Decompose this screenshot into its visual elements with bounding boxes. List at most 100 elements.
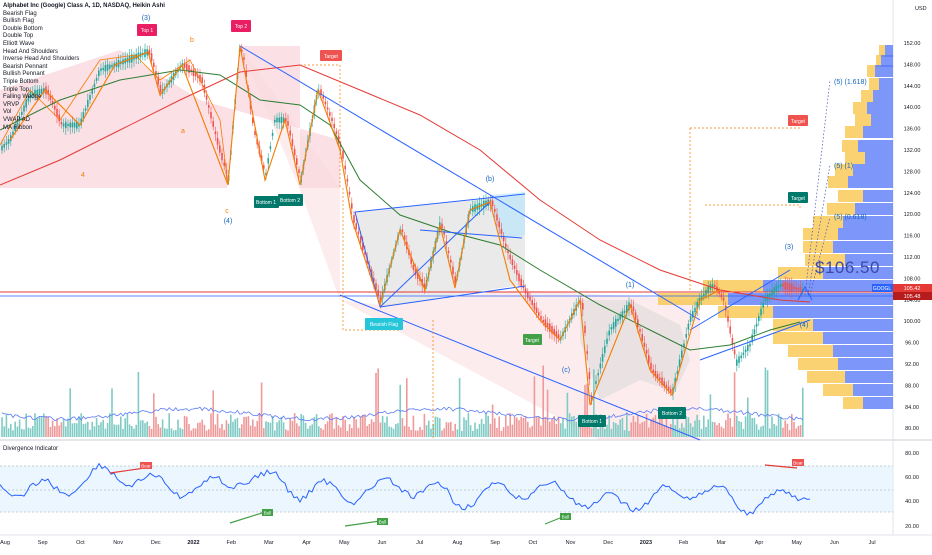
volume-bar [137, 371, 140, 437]
volume-bar [234, 419, 236, 437]
volume-bar [469, 425, 472, 437]
vp-bar-blue [728, 293, 893, 305]
vp-bar-blue [873, 90, 893, 102]
volume-bar [298, 426, 300, 437]
tag-bottom1-a: Bottom 1 [256, 200, 276, 206]
candle-body [148, 49, 151, 55]
candle-body [742, 352, 745, 355]
price-tick: 136.00 [904, 127, 921, 133]
candle-body [623, 310, 626, 313]
candle-body [58, 114, 60, 122]
candle-body [496, 214, 498, 221]
volume-bar [522, 417, 525, 437]
volume-bar [223, 429, 225, 437]
volume-bar [344, 419, 346, 437]
price-tick: 96.00 [905, 341, 919, 347]
volume-bar [172, 430, 175, 437]
volume-bar [742, 428, 745, 437]
volume-bar [546, 389, 549, 437]
volume-bar [256, 420, 258, 437]
volume-bar [54, 426, 56, 437]
candle-body [65, 121, 67, 129]
vp-bar-yellow [803, 228, 838, 240]
legend-item[interactable]: Inverse Head And Shoulders [3, 56, 80, 63]
legend-item[interactable]: Double Bottom [3, 25, 43, 32]
vp-bar-yellow [843, 397, 863, 409]
legend-item[interactable]: Bearish Pennant [3, 63, 48, 70]
candle-body [188, 65, 190, 73]
candle-body [663, 381, 665, 387]
legend-item[interactable]: Vol [3, 109, 12, 116]
indicator-legend[interactable]: Alphabet Inc (Google) Class A, 1D, NASDA… [3, 3, 165, 132]
volume-bar [700, 428, 703, 437]
volume-bar [507, 425, 509, 437]
time-tick: May [339, 540, 350, 546]
candle-body [610, 327, 613, 330]
vp-bar-blue [879, 78, 893, 90]
legend-item[interactable]: VRVP [3, 101, 20, 108]
candle-body [353, 214, 355, 223]
volume-bar [775, 425, 778, 437]
volume-bar [370, 419, 373, 437]
candle-body [782, 283, 784, 287]
price-axis[interactable] [893, 0, 932, 550]
volume-bar [164, 428, 166, 437]
volume-bar [738, 421, 740, 437]
price-tick: 88.00 [905, 383, 919, 389]
time-tick: Nov [113, 540, 123, 546]
legend-item[interactable]: Bullish Pennant [3, 71, 45, 78]
candle-body [214, 131, 217, 135]
volume-bar [109, 413, 111, 437]
volume-bar [731, 426, 734, 437]
legend-item[interactable]: Triple Top [3, 86, 30, 93]
volume-bar [254, 426, 256, 437]
volume-bar [307, 428, 309, 437]
volume-bar [252, 419, 254, 437]
vp-bar-blue [863, 190, 893, 202]
legend-item[interactable]: Bullish Flag [3, 18, 35, 25]
time-tick: Sep [490, 540, 500, 546]
legend-item[interactable]: Elliott Wave [3, 40, 35, 47]
vp-bar-blue [823, 267, 893, 279]
price-tick: 100.00 [904, 319, 921, 325]
candle-body [104, 64, 107, 72]
volume-bar [590, 428, 593, 437]
legend-item[interactable]: MA Ribbon [3, 124, 33, 131]
volume-bar [51, 420, 54, 437]
legend-item[interactable]: Head And Shoulders [3, 48, 59, 55]
candle-body [509, 254, 511, 260]
volume-bar [441, 430, 443, 437]
volume-bar [65, 426, 67, 437]
volume-bar [527, 421, 529, 437]
candle-body [56, 108, 58, 117]
legend-item[interactable]: VWAP AD [3, 116, 31, 123]
volume-bar [439, 418, 441, 437]
candle-body [450, 259, 452, 263]
volume-bar [397, 423, 399, 437]
wave-label-b: (b) [486, 176, 495, 183]
volume-bar [236, 417, 239, 437]
candle-body [14, 125, 16, 131]
volume-bar [670, 424, 672, 437]
legend-item[interactable]: Falling Wedge [3, 94, 42, 101]
volume-bar [678, 428, 681, 437]
candle-body [280, 116, 283, 124]
volume-bar [489, 423, 492, 437]
legend-item[interactable]: Triple Bottom [3, 78, 39, 85]
volume-bar [333, 428, 335, 437]
candle-body [322, 96, 324, 99]
candle-body [595, 381, 597, 384]
volume-bar [535, 416, 538, 437]
volume-bar [311, 424, 313, 437]
vp-bar-yellow [798, 358, 838, 370]
volume-series [1, 365, 804, 437]
candle-body [346, 178, 349, 182]
volume-bar [685, 416, 687, 437]
legend-item[interactable]: Bearish Flag [3, 10, 37, 17]
candle-body [76, 121, 78, 129]
zigzag-wave-1 [9, 45, 721, 406]
legend-item[interactable]: Double Top [3, 33, 34, 40]
candle-body [507, 250, 509, 254]
